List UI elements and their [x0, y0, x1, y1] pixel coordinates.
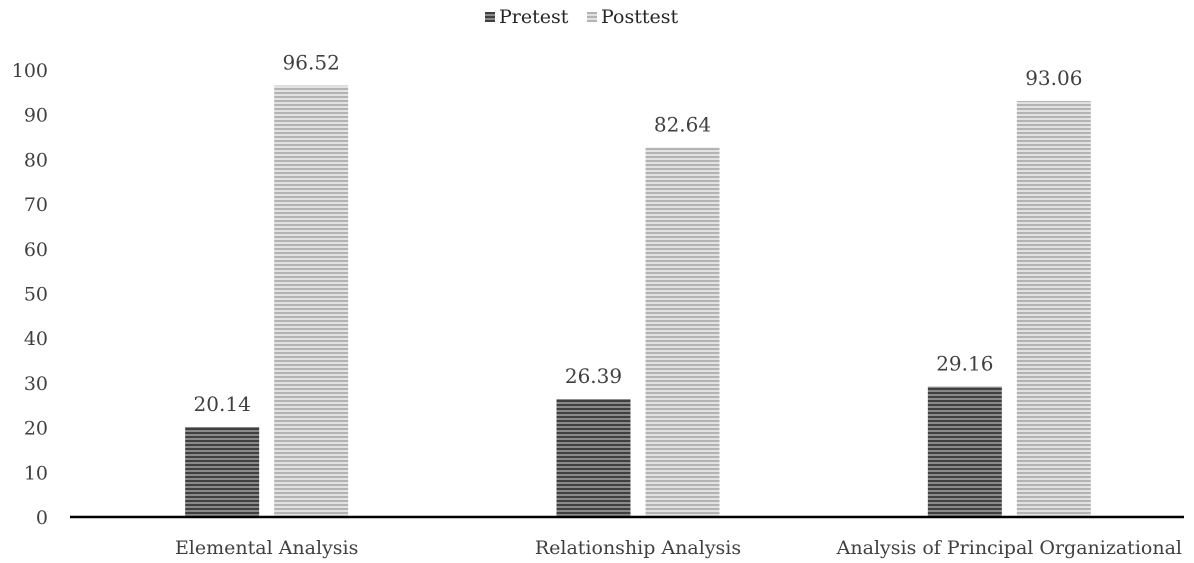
legend-swatch-posttest — [587, 12, 597, 22]
bar-posttest — [645, 147, 720, 518]
data-label-posttest: 82.64 — [654, 113, 711, 137]
bar-pretest — [556, 399, 631, 517]
data-label-pretest: 20.14 — [194, 392, 251, 416]
y-tick-label: 100 — [12, 60, 48, 82]
data-label-pretest: 29.16 — [936, 352, 993, 376]
category-labels: Elemental Analysis Relationship Analysis A… — [175, 537, 1182, 559]
bar-pretest — [927, 386, 1002, 517]
y-tick-label: 80 — [24, 149, 48, 171]
y-tick-label: 40 — [24, 328, 48, 350]
y-tick-label: 60 — [24, 239, 48, 261]
bars — [185, 85, 1091, 518]
data-labels: 20.14 96.52 26.39 82.64 29.16 93.06 — [194, 51, 1083, 416]
data-label-posttest: 96.52 — [283, 51, 340, 75]
x-category-label: Elemental Analysis — [175, 537, 358, 559]
legend-label-pretest: Pretest — [499, 6, 569, 28]
data-label-posttest: 93.06 — [1025, 66, 1082, 90]
y-tick-label: 20 — [24, 418, 48, 440]
x-category-label: Relationship Analysis — [535, 537, 741, 559]
y-tick-label: 50 — [24, 284, 48, 306]
y-tick-label: 70 — [24, 194, 48, 216]
legend: Pretest Posttest — [485, 6, 678, 28]
y-tick-label: 0 — [36, 507, 48, 529]
y-axis: 0 10 20 30 40 50 60 70 80 90 100 — [12, 60, 48, 529]
bar-pretest — [185, 426, 260, 517]
bar-posttest — [1016, 101, 1091, 518]
y-tick-label: 10 — [24, 462, 48, 484]
y-tick-label: 90 — [24, 105, 48, 127]
data-label-pretest: 26.39 — [565, 364, 622, 388]
legend-swatch-pretest — [485, 12, 495, 22]
bar-posttest — [274, 85, 349, 517]
y-tick-label: 30 — [24, 373, 48, 395]
legend-label-posttest: Posttest — [601, 6, 678, 28]
x-category-label: Analysis of Principal Organizational — [836, 537, 1182, 559]
